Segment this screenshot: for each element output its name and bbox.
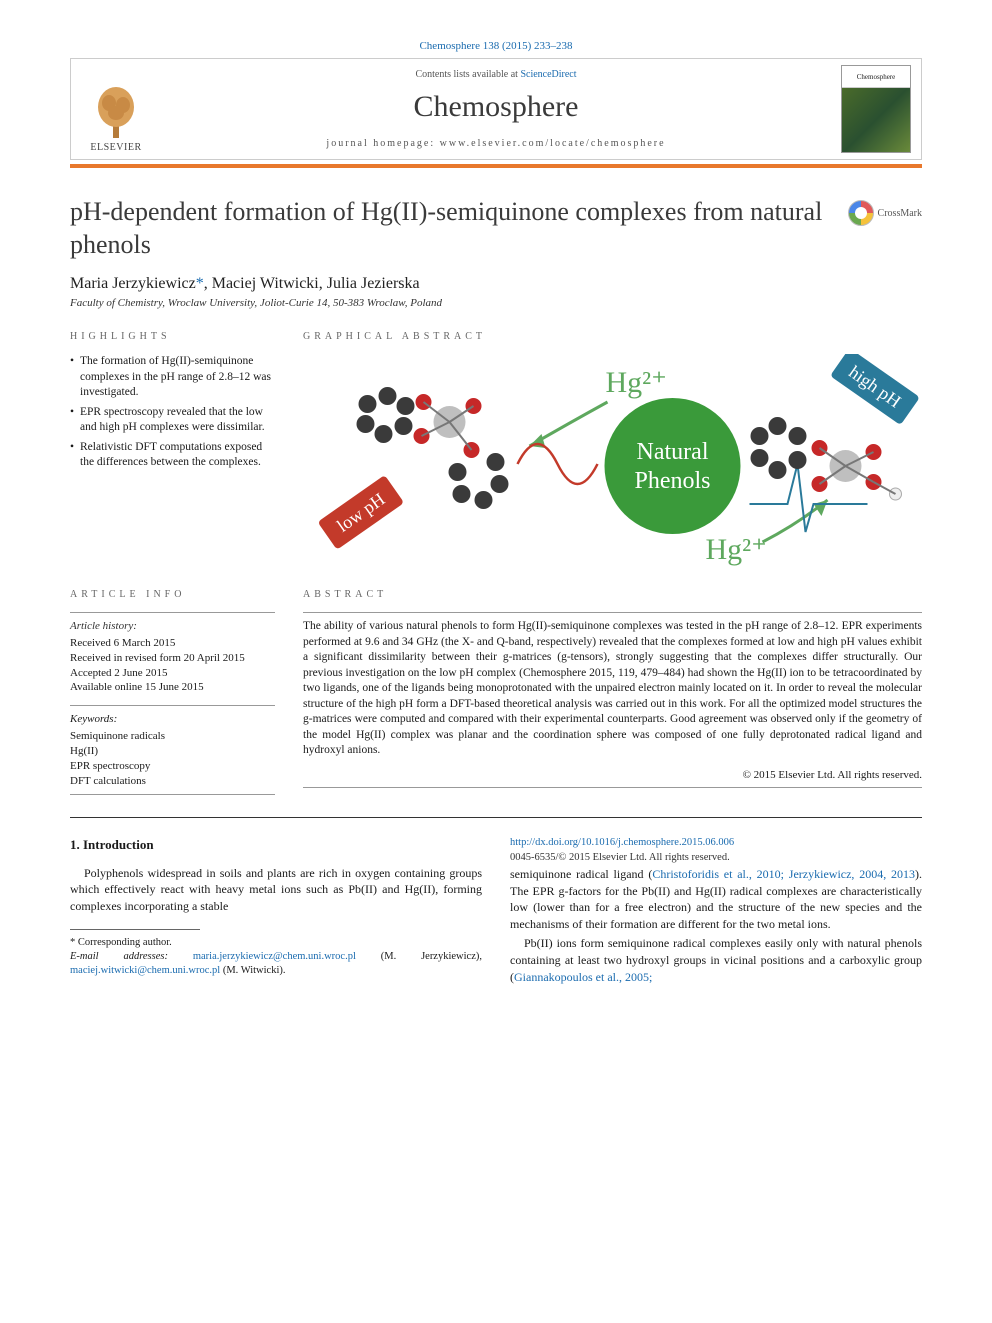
journal-homepage: journal homepage: www.elsevier.com/locat… [326,138,665,149]
email-who-1: (M. Jerzykiewicz), [356,951,482,962]
highlight-item: Relativistic DFT computations exposed th… [70,440,275,471]
cover-art [842,88,910,152]
body-divider [70,817,922,818]
cover-title: Chemosphere [842,66,910,88]
header-divider [70,164,922,168]
email-link-2[interactable]: maciej.witwicki@chem.uni.wroc.pl [70,965,220,976]
journal-cover-thumb: Chemosphere [841,65,911,153]
email-label: E-mail addresses: [70,951,193,962]
abstract-label: ABSTRACT [303,589,922,600]
highlights-label: HIGHLIGHTS [70,331,275,342]
email-who-2: (M. Witwicki). [220,965,285,976]
doi-link[interactable]: http://dx.doi.org/10.1016/j.chemosphere.… [510,837,734,848]
keywords-list: Semiquinone radicalsHg(II)EPR spectrosco… [70,729,275,788]
issn-line: 0045-6535/© 2015 Elsevier Ltd. All right… [510,851,922,866]
email-link-1[interactable]: maria.jerzykiewicz@chem.uni.wroc.pl [193,951,356,962]
history-revised: Received in revised form 20 April 2015 [70,651,275,666]
history-online: Available online 15 June 2015 [70,680,275,695]
article-title: pH-dependent formation of Hg(II)-semiqui… [70,196,832,261]
keyword-item: DFT calculations [70,774,275,789]
publisher-name: ELSEVIER [90,142,141,153]
footnotes: * Corresponding author. E-mail addresses… [70,936,482,979]
highlights-list: The formation of Hg(II)-semiquinone comp… [70,354,275,471]
abstract-copyright: © 2015 Elsevier Ltd. All rights reserved… [303,769,922,781]
article-info-block: Article history: Received 6 March 2015 R… [70,619,275,788]
graphical-abstract: low pH high pH Natural Phenols Hg²⁺ [303,354,922,569]
highlight-item: The formation of Hg(II)-semiquinone comp… [70,354,275,401]
sciencedirect-link[interactable]: ScienceDirect [520,69,576,80]
molecule-right-icon [751,417,902,500]
citation-ref-2[interactable]: Giannakopoulos et al., 2005; [514,970,652,984]
contents-prefix: Contents lists available at [415,69,520,80]
abstract-text: The ability of various natural phenols t… [303,619,922,759]
svg-text:Hg²⁺: Hg²⁺ [706,533,768,566]
svg-text:Phenols: Phenols [634,468,710,494]
svg-text:Natural: Natural [637,439,709,465]
keyword-item: Hg(II) [70,744,275,759]
publisher-logo-block: ELSEVIER [71,59,161,159]
crossmark-badge[interactable]: CrossMark [848,200,922,226]
citation-line: Chemosphere 138 (2015) 233–238 [70,40,922,52]
corresponding-mark: * [196,275,204,292]
history-accepted: Accepted 2 June 2015 [70,666,275,681]
footnote-divider [70,929,200,930]
doi-line: http://dx.doi.org/10.1016/j.chemosphere.… [510,836,922,851]
keyword-item: Semiquinone radicals [70,729,275,744]
crossmark-label: CrossMark [878,208,922,219]
journal-title: Chemosphere [414,90,579,124]
history-received: Received 6 March 2015 [70,636,275,651]
citation-ref-1[interactable]: Christoforidis et al., 2010; Jerzykiewic… [652,867,915,881]
affiliation: Faculty of Chemistry, Wroclaw University… [70,297,922,309]
keyword-item: EPR spectroscopy [70,759,275,774]
journal-header: ELSEVIER Contents lists available at Sci… [70,58,922,160]
contents-line: Contents lists available at ScienceDirec… [415,69,576,80]
article-info-label: ARTICLE INFO [70,589,275,600]
crossmark-icon [848,200,874,226]
svg-text:Hg²⁺: Hg²⁺ [606,366,668,399]
author-1: Maria Jerzykiewicz [70,275,196,292]
graphical-abstract-label: GRAPHICAL ABSTRACT [303,331,922,342]
authors-line: Maria Jerzykiewicz*, Maciej Witwicki, Ju… [70,275,922,293]
highlight-item: EPR spectroscopy revealed that the low a… [70,405,275,436]
intro-p2a: semiquinone radical ligand ( [510,867,652,881]
body-columns: 1. Introduction Polyphenols widespread i… [70,836,922,987]
intro-heading: 1. Introduction [70,836,482,854]
elsevier-tree-icon [91,85,141,140]
keywords-head: Keywords: [70,712,275,727]
corresponding-note: * Corresponding author. [70,936,482,950]
history-head: Article history: [70,619,275,634]
intro-p1: Polyphenols widespread in soils and plan… [70,866,482,914]
authors-rest: , Maciej Witwicki, Julia Jezierska [204,275,420,292]
